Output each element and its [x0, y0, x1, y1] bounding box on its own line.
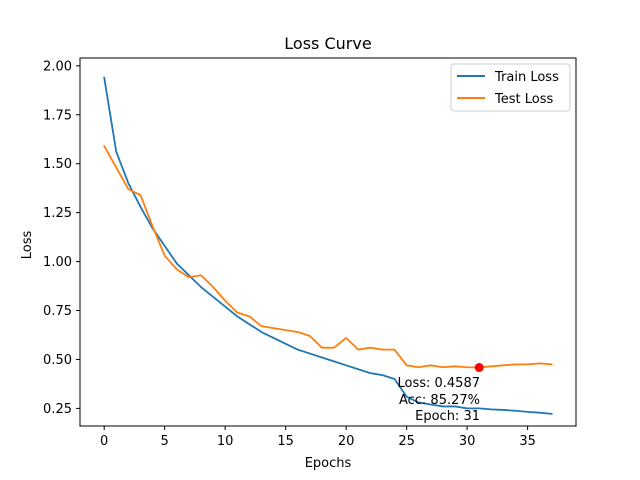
train-loss-line: [103, 76, 553, 415]
y-tick-label: 1.75: [43, 108, 72, 123]
x-tick-label: 0: [100, 434, 108, 449]
x-axis-label: Epochs: [305, 456, 352, 471]
ticks-layer: 0 5 10 15 20 25 30 35 0.25 0.50 0.75 1.00 1.25 1.50 1.…: [43, 59, 536, 449]
annotation-acc: Acc: 85.27%: [399, 393, 480, 408]
y-axis-label: Loss: [20, 231, 35, 260]
annotation-epoch: Epoch: 31: [415, 409, 480, 424]
x-tick-label: 35: [519, 434, 536, 449]
y-tick-label: 1.50: [43, 157, 72, 172]
x-tick-label: 15: [277, 434, 294, 449]
y-tick-label: 0.75: [43, 304, 72, 319]
annotation-loss: Loss: 0.4587: [397, 376, 480, 391]
annotation-box: Loss: 0.4587 Acc: 85.27% Epoch: 31: [397, 376, 480, 424]
legend: Train Loss Test Loss: [450, 63, 571, 112]
y-tick-label: 1.00: [43, 255, 72, 270]
x-tick-label: 10: [217, 434, 234, 449]
y-tick-label: 1.25: [43, 206, 72, 221]
x-tick-label: 30: [459, 434, 476, 449]
legend-label-test: Test Loss: [494, 92, 553, 107]
highlight-layer: [474, 363, 484, 373]
x-tick-label: 20: [338, 434, 355, 449]
x-tick-label: 25: [398, 434, 415, 449]
y-tick-label: 2.00: [43, 59, 72, 74]
y-tick-label: 0.25: [43, 402, 72, 417]
plot-frame: [79, 57, 577, 427]
legend-label-train: Train Loss: [494, 70, 559, 85]
best-epoch-marker: [474, 363, 484, 373]
y-tick-label: 0.50: [43, 353, 72, 368]
x-tick-label: 5: [161, 434, 169, 449]
chart-title: Loss Curve: [284, 34, 371, 53]
